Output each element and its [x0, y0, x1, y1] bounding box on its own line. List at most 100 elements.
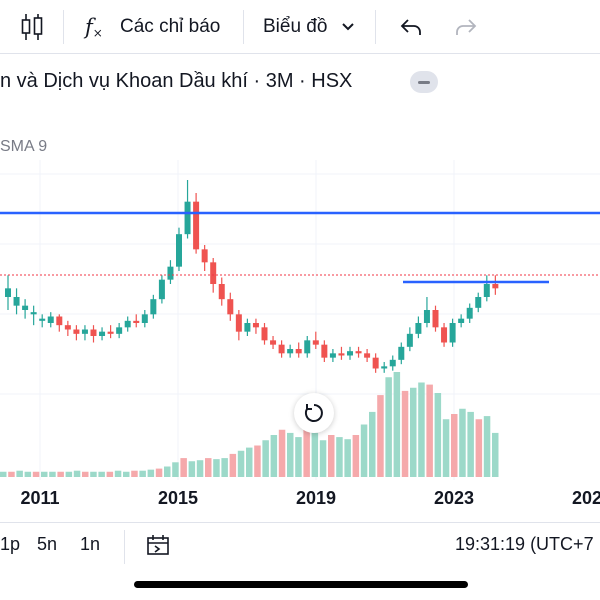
- volume-bar: [65, 471, 73, 477]
- volume-bar: [270, 435, 278, 477]
- timeframe-1p[interactable]: 1p: [0, 534, 21, 554]
- volume-bar: [32, 471, 40, 477]
- volume-bar: [106, 471, 114, 477]
- price-chart[interactable]: [0, 160, 600, 480]
- candle-body: [475, 297, 482, 308]
- timeframe-1n[interactable]: 1n: [80, 534, 101, 554]
- chevron-down-icon[interactable]: [341, 0, 355, 53]
- candle-body: [176, 234, 182, 267]
- candle-body: [321, 344, 328, 358]
- candle-body: [227, 299, 234, 315]
- candle-body: [364, 353, 371, 358]
- candle-body: [466, 307, 473, 319]
- minus-icon: [418, 81, 430, 84]
- volume-bar: [426, 384, 433, 477]
- candle-body: [5, 288, 11, 297]
- volume-bar: [82, 471, 89, 477]
- volume-bar: [196, 460, 204, 477]
- volume-bar: [328, 435, 335, 477]
- volume-bar: [467, 411, 474, 477]
- volume-bar: [237, 450, 245, 477]
- candle-body: [432, 310, 439, 328]
- volume-bar: [180, 458, 187, 477]
- candle-body: [244, 323, 251, 332]
- volume-bar: [73, 470, 81, 477]
- candles-icon[interactable]: [20, 0, 44, 53]
- clock-display[interactable]: 19:31:19 (UTC+7: [455, 534, 594, 554]
- candle-body: [278, 344, 285, 354]
- date-range-icon[interactable]: [146, 522, 170, 567]
- candle-body: [193, 201, 200, 250]
- candle-body: [141, 314, 148, 323]
- toolbar-divider: [375, 10, 376, 44]
- volume-bar: [155, 468, 163, 477]
- volume-bar: [8, 471, 15, 477]
- candle-body: [347, 351, 353, 356]
- volume-bar: [246, 447, 253, 477]
- candle-body: [218, 284, 225, 300]
- candle-body: [184, 201, 191, 235]
- x-tick-label: 2023: [433, 488, 475, 508]
- indicator-legend[interactable]: SMA 9: [0, 138, 48, 155]
- x-tick-label: 2011: [20, 488, 60, 508]
- volume-bar: [164, 466, 171, 477]
- candle-body: [441, 327, 448, 343]
- volume-bar: [41, 471, 48, 477]
- volume-bar: [459, 408, 466, 477]
- volume-bar: [295, 437, 302, 477]
- candle-body: [81, 329, 88, 334]
- reset-chart-button[interactable]: [294, 393, 334, 433]
- candle-body: [235, 314, 242, 332]
- undo-icon[interactable]: [400, 0, 424, 53]
- candle-body: [47, 316, 54, 323]
- candle-body: [458, 318, 465, 323]
- volume-bar: [221, 458, 228, 477]
- volume-bar: [254, 445, 261, 477]
- candle-body: [355, 351, 362, 354]
- candle-body: [201, 249, 208, 263]
- candle-body: [389, 359, 396, 367]
- candle-body: [30, 312, 37, 315]
- chart-type-button[interactable]: Biểu đồ: [263, 15, 328, 37]
- volume-bar: [385, 377, 392, 477]
- volume-bar: [483, 416, 491, 477]
- candle-body: [381, 366, 388, 369]
- volume-bar: [262, 440, 269, 477]
- volume-bar: [114, 470, 122, 477]
- redo-icon[interactable]: [453, 0, 477, 53]
- volume-bar: [319, 440, 327, 477]
- volume-bar: [369, 411, 376, 477]
- volume-bar: [418, 382, 425, 477]
- toolbar-divider: [63, 10, 64, 44]
- candle-body: [423, 310, 430, 323]
- candle-body: [56, 316, 63, 326]
- volume-bar: [352, 435, 360, 477]
- top-toolbar: [0, 0, 600, 54]
- volume-bar: [336, 437, 343, 477]
- fx-icon[interactable]: f ×: [85, 14, 103, 40]
- volume-bar: [360, 424, 368, 477]
- home-indicator: [134, 581, 468, 588]
- volume-bar: [410, 387, 417, 477]
- candle-body: [133, 320, 140, 323]
- volume-bar: [451, 414, 458, 477]
- volume-bar: [311, 432, 319, 477]
- candle-body: [406, 333, 413, 347]
- candle-body: [492, 284, 499, 289]
- x-tick-label: 202: [571, 488, 600, 508]
- volume-bar: [475, 419, 483, 477]
- volume-bar: [229, 453, 237, 477]
- candle-body: [22, 305, 29, 310]
- indicators-button[interactable]: Các chỉ báo: [120, 15, 221, 37]
- candle-body: [304, 340, 311, 354]
- volume-bar: [344, 439, 351, 477]
- volume-bar: [213, 459, 220, 477]
- candle-body: [107, 331, 114, 334]
- volume-bar: [205, 458, 212, 477]
- volume-bar: [90, 471, 97, 477]
- candle-body: [64, 325, 71, 330]
- timeframe-5n[interactable]: 5n: [37, 534, 58, 554]
- collapse-legend-button[interactable]: [410, 71, 438, 93]
- volume-bar: [492, 432, 499, 477]
- volume-bar: [139, 470, 146, 477]
